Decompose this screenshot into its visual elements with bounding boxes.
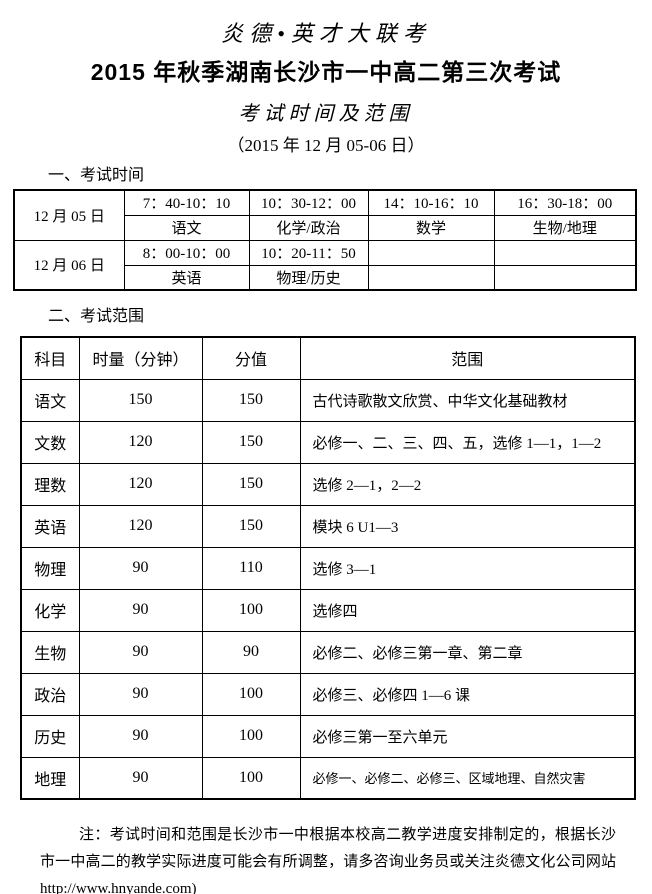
subject-cell: 语文	[20, 378, 80, 422]
table-row: 语文 化学/政治 数学 生物/地理	[14, 214, 637, 241]
duration-cell: 120	[78, 504, 203, 548]
exam-schedule-table: 12 月 05 日 7：40-10：10 10：30-12：00 14：10-1…	[13, 189, 637, 291]
schedule-time-cell: 7：40-10：10	[123, 189, 250, 216]
score-cell: 150	[201, 504, 301, 548]
subject-cell: 物理	[20, 546, 80, 590]
duration-cell: 120	[78, 420, 203, 464]
range-cell: 必修一、必修二、必修三、区域地理、自然灾害	[299, 756, 636, 800]
range-cell: 古代诗歌散文欣赏、中华文化基础教材	[299, 378, 636, 422]
schedule-subject-cell: 数学	[367, 214, 495, 241]
schedule-time-cell: 10：20-11：50	[248, 239, 369, 266]
duration-cell: 90	[78, 630, 203, 674]
schedule-time-cell	[493, 239, 637, 266]
subject-cell: 政治	[20, 672, 80, 716]
duration-cell: 90	[78, 756, 203, 800]
table-row: 理数 120 150 选修 2—1，2—2	[20, 462, 636, 506]
column-header-score: 分值	[201, 336, 301, 380]
footer-note: 注：考试时间和范围是长沙市一中根据本校高二教学进度安排制定的，根据长沙市一中高二…	[40, 827, 616, 894]
exam-title: 2015 年秋季湖南长沙市一中高二第三次考试	[90, 59, 562, 85]
table-row: 政治 90 100 必修三、必修四 1—6 课	[20, 672, 636, 716]
schedule-subject-cell: 化学/政治	[248, 214, 369, 241]
schedule-subject-cell: 物理/历史	[248, 264, 369, 291]
section-heading-schedule: 一、考试时间	[48, 167, 145, 184]
subject-cell: 生物	[20, 630, 80, 674]
column-header-subject: 科目	[20, 336, 80, 380]
table-row: 地理 90 100 必修一、必修二、必修三、区域地理、自然灾害	[20, 756, 636, 800]
score-cell: 100	[201, 714, 301, 758]
duration-cell: 90	[78, 714, 203, 758]
document-subtitle: 考试时间及范围	[238, 103, 414, 125]
column-header-range: 范围	[299, 336, 636, 380]
range-cell: 选修四	[299, 588, 636, 632]
range-cell: 必修一、二、三、四、五，选修 1—1，1—2	[299, 420, 636, 464]
duration-cell: 120	[78, 462, 203, 506]
schedule-time-cell: 10：30-12：00	[248, 189, 369, 216]
range-cell: 必修二、必修三第一章、第二章	[299, 630, 636, 674]
exam-dates: （2015 年 12 月 05-06 日）	[227, 136, 425, 155]
schedule-time-cell: 8：00-10：00	[123, 239, 250, 266]
subject-cell: 英语	[20, 504, 80, 548]
schedule-time-cell: 14：10-16：10	[367, 189, 495, 216]
score-cell: 150	[201, 462, 301, 506]
score-cell: 90	[201, 630, 301, 674]
duration-cell: 90	[78, 546, 203, 590]
score-cell: 150	[201, 420, 301, 464]
table-row: 化学 90 100 选修四	[20, 588, 636, 632]
table-row: 12 月 05 日 7：40-10：10 10：30-12：00 14：10-1…	[13, 189, 637, 241]
table-row: 英语 物理/历史	[14, 264, 637, 291]
exam-scope-table: 科目 时量（分钟） 分值 范围 语文 150 150 古代诗歌散文欣赏、中华文化…	[20, 336, 636, 800]
range-cell: 选修 3—1	[299, 546, 636, 590]
table-row: 语文 150 150 古代诗歌散文欣赏、中华文化基础教材	[20, 378, 636, 422]
schedule-date-day1: 12 月 05 日	[13, 189, 125, 241]
table-row: 文数 120 150 必修一、二、三、四、五，选修 1—1，1—2	[20, 420, 636, 464]
table-row: 12 月 06 日 8：00-10：00 10：20-11：50	[13, 239, 637, 291]
duration-cell: 90	[78, 672, 203, 716]
table-header-row: 科目 时量（分钟） 分值 范围	[20, 336, 636, 380]
section-heading-scope: 二、考试范围	[48, 308, 145, 325]
schedule-time-cell: 16：30-18：00	[493, 189, 637, 216]
table-row: 英语 120 150 模块 6 U1—3	[20, 504, 636, 548]
subject-cell: 理数	[20, 462, 80, 506]
schedule-date-day2: 12 月 06 日	[13, 239, 125, 291]
score-cell: 110	[201, 546, 301, 590]
table-row: 生物 90 90 必修二、必修三第一章、第二章	[20, 630, 636, 674]
score-cell: 100	[201, 672, 301, 716]
table-row: 历史 90 100 必修三第一至六单元	[20, 714, 636, 758]
subject-cell: 历史	[20, 714, 80, 758]
subject-cell: 文数	[20, 420, 80, 464]
duration-cell: 90	[78, 588, 203, 632]
table-row: 物理 90 110 选修 3—1	[20, 546, 636, 590]
schedule-subject-cell: 语文	[123, 214, 250, 241]
subject-cell: 地理	[20, 756, 80, 800]
schedule-subject-cell: 英语	[123, 264, 250, 291]
range-cell: 模块 6 U1—3	[299, 504, 636, 548]
score-cell: 150	[201, 378, 301, 422]
schedule-subject-cell: 生物/地理	[493, 214, 637, 241]
range-cell: 必修三、必修四 1—6 课	[299, 672, 636, 716]
schedule-time-cell	[367, 239, 495, 266]
range-cell: 选修 2—1，2—2	[299, 462, 636, 506]
score-cell: 100	[201, 756, 301, 800]
duration-cell: 150	[78, 378, 203, 422]
column-header-duration: 时量（分钟）	[78, 336, 203, 380]
schedule-subject-cell	[493, 264, 637, 291]
score-cell: 100	[201, 588, 301, 632]
subject-cell: 化学	[20, 588, 80, 632]
range-cell: 必修三第一至六单元	[299, 714, 636, 758]
brand-title: 炎德•英才大联考	[221, 21, 431, 46]
schedule-subject-cell	[367, 264, 495, 291]
